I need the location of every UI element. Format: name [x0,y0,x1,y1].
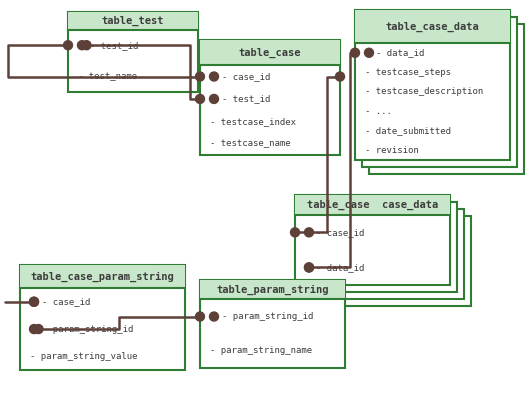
Circle shape [82,41,91,50]
Circle shape [30,297,39,306]
Circle shape [210,94,218,103]
Text: - param_string_value: - param_string_value [30,352,138,361]
Bar [68,12,198,92]
Bar [295,195,450,215]
Text: - param_string_id: - param_string_id [41,325,133,334]
Bar [369,24,524,174]
Bar [316,216,471,306]
Text: table_case_param_string: table_case_param_string [31,272,174,282]
Text: - revision: - revision [365,146,419,155]
Text: - param_string_id: - param_string_id [221,312,313,321]
Bar [200,280,345,299]
Circle shape [64,41,73,50]
Circle shape [30,325,39,334]
Bar [200,280,345,368]
Text: - test_id: - test_id [90,41,138,50]
Text: - testcase_description: - testcase_description [365,87,483,96]
Text: - param_string_name: - param_string_name [210,346,312,355]
Text: - test_id: - test_id [221,94,270,103]
Circle shape [350,48,359,57]
Circle shape [290,228,299,237]
Text: table_test: table_test [102,16,164,26]
Text: table_case_data: table_case_data [386,21,479,31]
Circle shape [304,263,313,272]
Bar [362,17,517,167]
Circle shape [195,72,204,81]
Circle shape [304,263,313,272]
Bar [302,202,457,292]
Bar [200,40,340,155]
Bar [295,195,450,285]
Text: table_param_string: table_param_string [216,285,329,295]
Text: - ...: - ... [365,107,392,116]
Bar [20,265,185,288]
Text: table_case  case_data: table_case case_data [307,200,438,210]
Circle shape [195,312,204,321]
Bar [309,209,464,299]
Bar [20,265,185,370]
Circle shape [304,228,313,237]
Text: - test_name: - test_name [78,72,137,81]
Text: - testcase_steps: - testcase_steps [365,68,451,77]
Circle shape [364,48,373,57]
Circle shape [195,94,204,103]
Circle shape [210,72,218,81]
Circle shape [210,312,218,321]
Text: - data_id: - data_id [316,263,365,272]
Circle shape [336,72,345,81]
Text: - date_submitted: - date_submitted [365,126,451,135]
Text: - testcase_index: - testcase_index [210,117,296,126]
Circle shape [34,325,43,334]
Text: table_case: table_case [239,48,301,58]
Circle shape [30,297,39,306]
Circle shape [78,41,87,50]
Bar [355,10,510,43]
Text: - case_id: - case_id [221,72,270,81]
Bar [68,12,198,29]
Text: - testcase_name: - testcase_name [210,139,290,148]
Text: - case_id: - case_id [316,228,365,237]
Bar [200,40,340,65]
Bar [355,10,510,160]
Text: - case_id: - case_id [41,297,90,306]
Text: - data_id: - data_id [376,48,425,57]
